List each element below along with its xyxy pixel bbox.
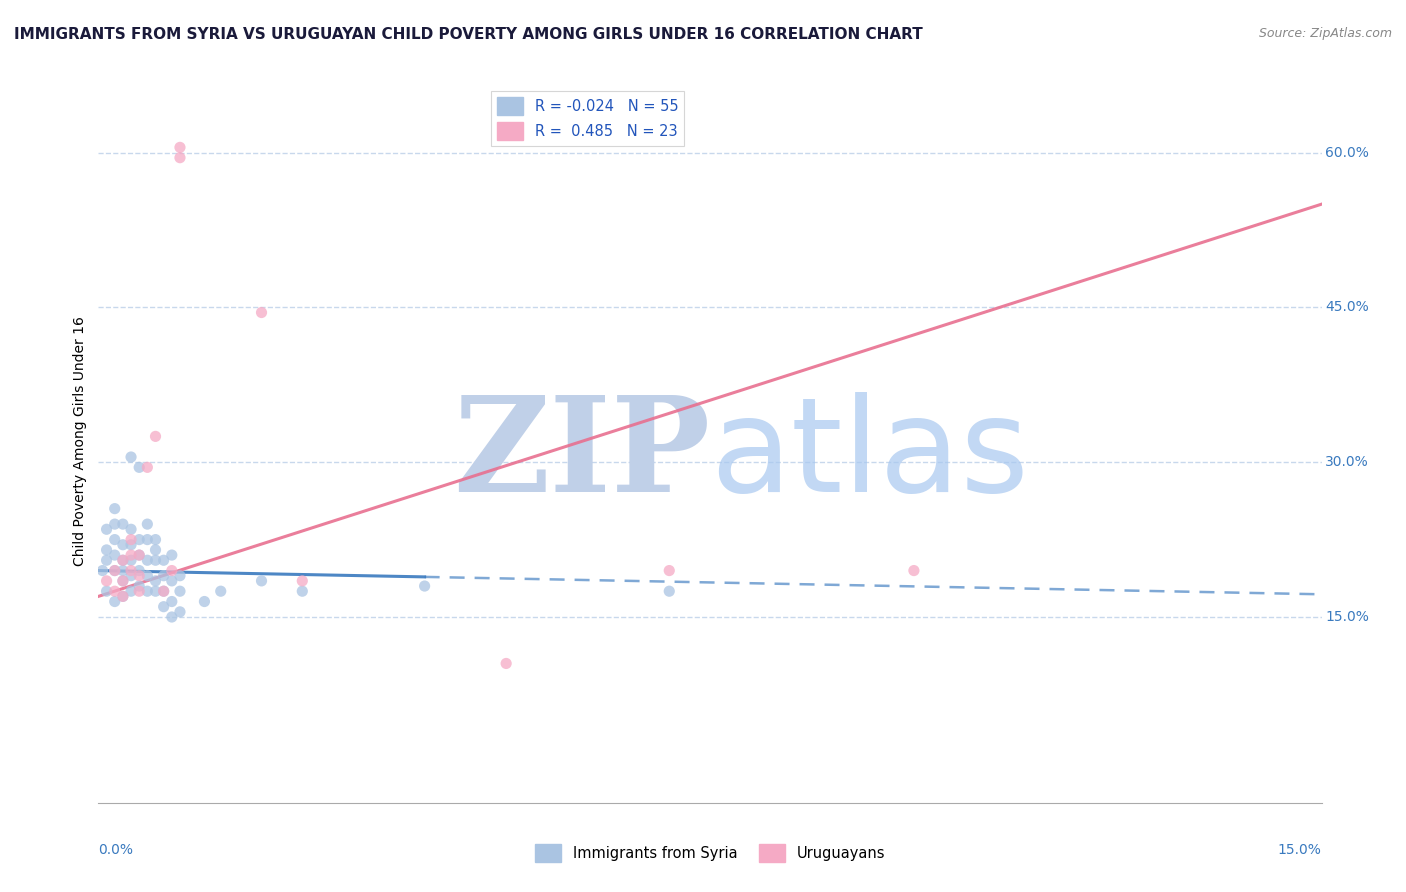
Point	[128, 584, 150, 599]
Point	[104, 548, 127, 562]
Point	[169, 568, 191, 582]
Point	[160, 610, 183, 624]
Point	[145, 533, 167, 547]
Point	[128, 568, 150, 582]
Point	[111, 538, 134, 552]
Point	[128, 548, 150, 562]
Point	[169, 140, 191, 154]
Point	[145, 574, 167, 588]
Point	[495, 657, 517, 671]
Y-axis label: Child Poverty Among Girls Under 16: Child Poverty Among Girls Under 16	[73, 317, 87, 566]
Point	[160, 594, 183, 608]
Point	[169, 151, 191, 165]
Point	[96, 522, 118, 536]
Point	[104, 533, 127, 547]
Text: IMMIGRANTS FROM SYRIA VS URUGUAYAN CHILD POVERTY AMONG GIRLS UNDER 16 CORRELATIO: IMMIGRANTS FROM SYRIA VS URUGUAYAN CHILD…	[14, 27, 922, 42]
Point	[136, 568, 159, 582]
Point	[152, 584, 174, 599]
Point	[111, 574, 134, 588]
Point	[96, 584, 118, 599]
Point	[111, 574, 134, 588]
Point	[104, 517, 127, 532]
Point	[160, 574, 183, 588]
Point	[91, 564, 114, 578]
Point	[136, 460, 159, 475]
Point	[145, 553, 167, 567]
Point	[145, 584, 167, 599]
Point	[111, 564, 134, 578]
Point	[104, 564, 127, 578]
Point	[136, 584, 159, 599]
Point	[169, 605, 191, 619]
Point	[160, 564, 183, 578]
Point	[120, 568, 142, 582]
Point	[136, 517, 159, 532]
Point	[111, 517, 134, 532]
Point	[111, 553, 134, 567]
Point	[152, 568, 174, 582]
Point	[291, 574, 314, 588]
Point	[145, 429, 167, 443]
Point	[250, 305, 273, 319]
Point	[128, 564, 150, 578]
Point	[413, 579, 436, 593]
Point	[111, 590, 134, 604]
Point	[658, 564, 681, 578]
Point	[120, 584, 142, 599]
Text: 30.0%: 30.0%	[1326, 455, 1369, 469]
Point	[96, 574, 118, 588]
Point	[152, 584, 174, 599]
Point	[111, 590, 134, 604]
Point	[111, 553, 134, 567]
Point	[120, 548, 142, 562]
Point	[128, 460, 150, 475]
Point	[152, 553, 174, 567]
Point	[903, 564, 925, 578]
Point	[145, 542, 167, 557]
Point	[160, 548, 183, 562]
Point	[96, 542, 118, 557]
Point	[120, 553, 142, 567]
Point	[136, 533, 159, 547]
Point	[120, 538, 142, 552]
Point	[193, 594, 215, 608]
Text: 15.0%: 15.0%	[1326, 610, 1369, 624]
Point	[104, 501, 127, 516]
Point	[120, 564, 142, 578]
Point	[120, 522, 142, 536]
Point	[120, 533, 142, 547]
Text: ZIP: ZIP	[453, 392, 710, 521]
Point	[658, 584, 681, 599]
Point	[104, 564, 127, 578]
Point	[120, 450, 142, 464]
Text: atlas: atlas	[710, 392, 1029, 519]
Point	[104, 594, 127, 608]
Point	[96, 553, 118, 567]
Text: Source: ZipAtlas.com: Source: ZipAtlas.com	[1258, 27, 1392, 40]
Point	[169, 584, 191, 599]
Point	[291, 584, 314, 599]
Point	[209, 584, 232, 599]
Text: 0.0%: 0.0%	[98, 843, 134, 856]
Point	[136, 553, 159, 567]
Point	[250, 574, 273, 588]
Point	[128, 533, 150, 547]
Point	[128, 579, 150, 593]
Legend: Immigrants from Syria, Uruguayans: Immigrants from Syria, Uruguayans	[529, 838, 891, 868]
Text: 15.0%: 15.0%	[1278, 843, 1322, 856]
Point	[152, 599, 174, 614]
Text: 60.0%: 60.0%	[1326, 145, 1369, 160]
Point	[104, 584, 127, 599]
Text: 45.0%: 45.0%	[1326, 301, 1369, 314]
Point	[128, 548, 150, 562]
